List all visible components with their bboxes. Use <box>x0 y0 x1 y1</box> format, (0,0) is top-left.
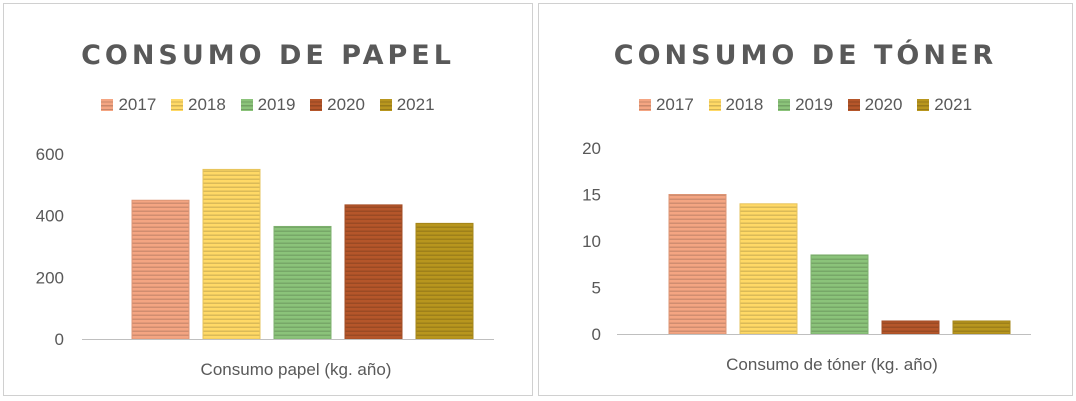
bar-2021: 2021: 1.4 <box>952 320 1011 335</box>
bar-2018: 2018: 550 <box>202 168 261 340</box>
legend-item-2020: 2020 <box>310 95 365 115</box>
legend-label: 2019 <box>257 95 296 114</box>
chart-legend: 2017 2018 2019 2020 2021 <box>539 95 1072 115</box>
y-tick-label: 200 <box>36 268 64 287</box>
legend-label: 2017 <box>118 95 157 114</box>
chart-plot-area: 0 5 10 15 20 2017: 152018: 142019: 8.5 2020: 1… <box>582 139 1031 374</box>
y-tick-label: 600 <box>36 145 64 164</box>
y-tick-label: 15 <box>582 186 601 205</box>
legend-label: 2021 <box>396 95 435 114</box>
bar-2018: 2018: 14 <box>739 203 798 335</box>
legend-label: 2019 <box>795 95 833 114</box>
chart-legend: 2017 2018 2019 2020 2021 <box>4 95 532 115</box>
legend-label: 2018 <box>188 95 226 114</box>
y-tick-label: 0 <box>592 325 601 344</box>
y-tick-label: 0 <box>55 330 64 349</box>
y-tick-label: 5 <box>592 279 601 298</box>
legend-swatch <box>638 99 651 111</box>
legend-item-2020: 2020 <box>847 95 903 115</box>
legend-swatch <box>708 99 721 111</box>
legend-swatch <box>310 99 323 111</box>
legend-item-2018: 2018 <box>171 95 226 115</box>
bar-2020: 2020: 435 <box>344 204 403 340</box>
bar-2021: 2021: 375 <box>415 222 474 340</box>
legend-item-2017: 2017 <box>101 95 156 115</box>
bar-2017: 2017: 450 <box>131 199 190 340</box>
legend-swatch <box>778 99 791 111</box>
legend-item-2017: 2017 <box>638 95 694 115</box>
legend-swatch <box>379 99 392 111</box>
x-category-label: Consumo de tóner (kg. año) <box>726 355 938 374</box>
bar-2019: 2019: 8.5 <box>810 254 869 335</box>
legend-label: 2020 <box>864 95 903 114</box>
bar-2020: 2020: 1.4 <box>881 320 940 335</box>
legend-item-2019: 2019 <box>240 95 296 115</box>
legend-label: 2021 <box>934 95 973 114</box>
legend-label: 2017 <box>655 95 694 114</box>
legend-label: 2018 <box>725 95 764 114</box>
legend-swatch <box>171 99 184 111</box>
toner-consumption-chart: CONSUMO DE TÓNER 2017 2018 2019 2020 202… <box>538 3 1073 396</box>
chart-title: CONSUMO DE TÓNER <box>613 40 998 71</box>
chart-plot-area: 02004006002017: 4502018: 5502019: 365202… <box>36 145 494 379</box>
y-tick-label: 20 <box>582 139 601 158</box>
chart-title: CONSUMO DE PAPEL <box>81 40 455 71</box>
y-tick-label: 10 <box>582 232 601 251</box>
legend-swatch <box>240 99 253 111</box>
legend-swatch <box>101 99 114 111</box>
legend-swatch <box>847 99 860 111</box>
paper-consumption-chart: CONSUMO DE PAPEL 2017 2018 2019 2020 202… <box>3 3 533 396</box>
legend-item-2018: 2018 <box>708 95 764 115</box>
bar-2019: 2019: 365 <box>273 225 332 340</box>
legend-swatch <box>917 99 930 111</box>
x-category-label: Consumo papel (kg. año) <box>201 360 392 379</box>
legend-item-2021: 2021 <box>379 95 435 115</box>
legend-label: 2020 <box>327 95 365 114</box>
y-tick-label: 400 <box>36 207 64 226</box>
bar-2017: 2017: 15 <box>668 194 727 335</box>
legend-item-2021: 2021 <box>917 95 972 115</box>
legend-item-2019: 2019 <box>778 95 833 115</box>
